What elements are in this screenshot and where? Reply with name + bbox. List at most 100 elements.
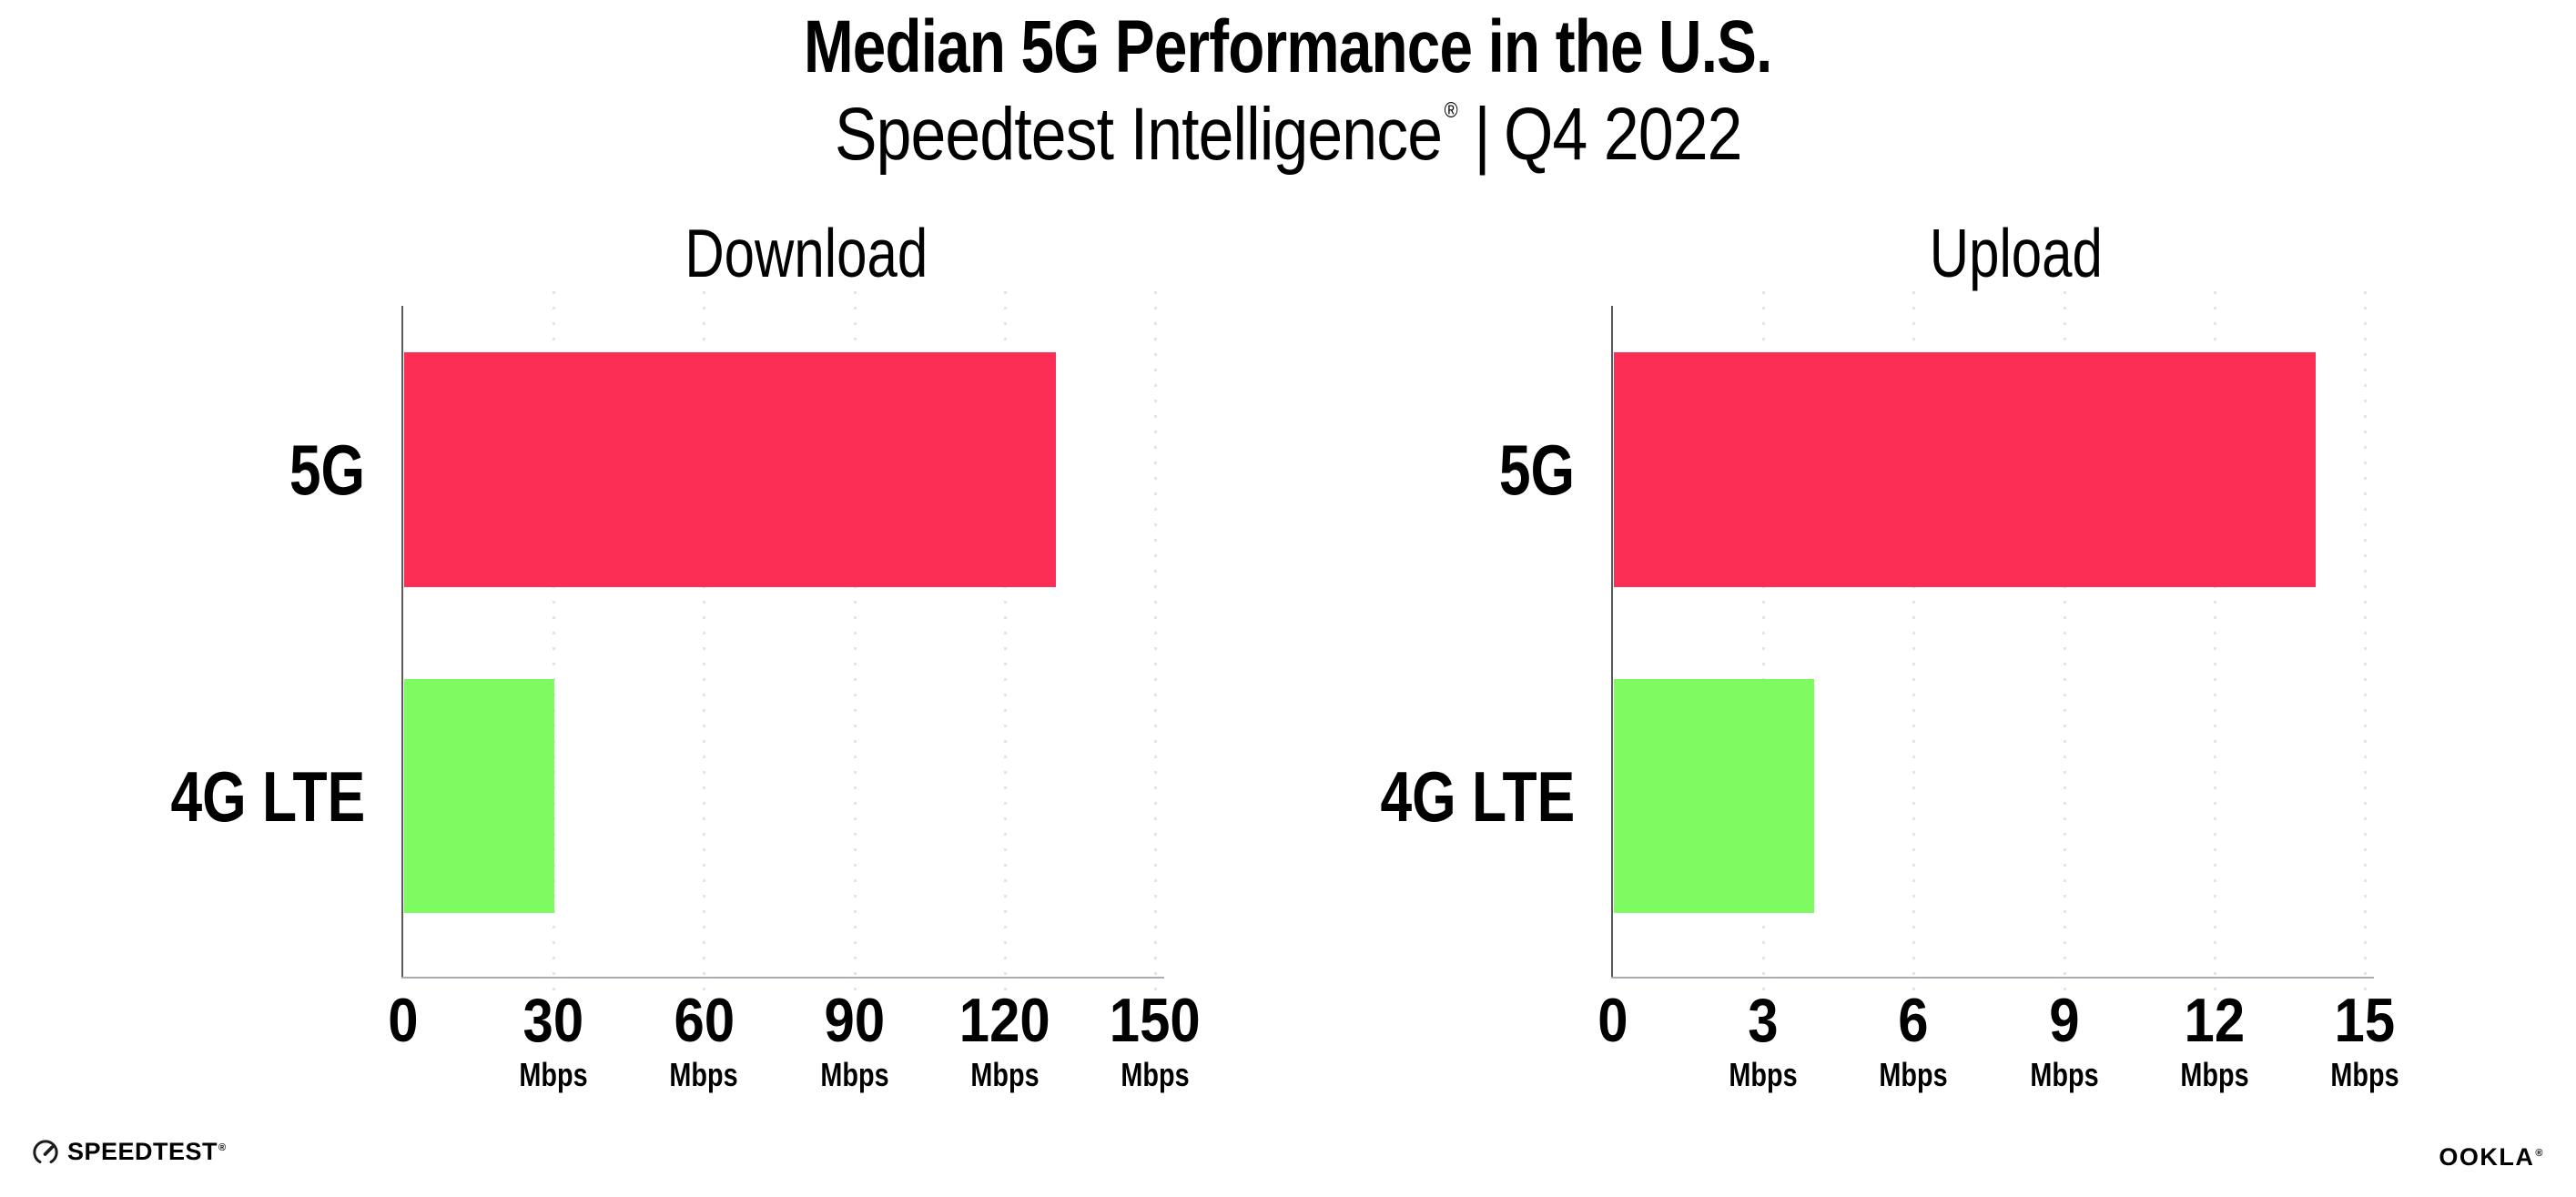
tick-number-text: 150	[1110, 986, 1201, 1055]
speedtest-registered-mark: ®	[218, 1142, 227, 1153]
page-subtitle: Speedtest Intelligence ® | Q4 2022	[0, 91, 2576, 197]
ookla-registered-mark: ®	[2535, 1148, 2544, 1159]
tick-unit-text: Mbps	[2330, 1056, 2399, 1093]
tick-unit-text: Mbps	[1879, 1056, 1948, 1093]
category-label: 5G	[65, 433, 365, 506]
tick-unit: Mbps	[1073, 1056, 1237, 1094]
tick-number-text: 120	[958, 986, 1050, 1055]
x-tick-label: 3 Mbps	[1681, 986, 1845, 1094]
tick-unit: Mbps	[1831, 1056, 1995, 1094]
tick-number-text: 0	[388, 986, 419, 1055]
tick-number: 60	[622, 986, 786, 1055]
gridline	[1762, 291, 1766, 993]
x-tick-label: 0	[321, 986, 485, 1055]
gridline	[2063, 291, 2066, 993]
tick-unit: Mbps	[2283, 1056, 2447, 1094]
x-tick-label: 9 Mbps	[1983, 986, 2146, 1094]
subtitle-period: Q4 2022	[1503, 93, 1742, 176]
subtitle-separator: |	[1474, 93, 1490, 176]
tick-unit: Mbps	[1983, 1056, 2146, 1094]
gridline	[553, 291, 556, 993]
x-tick-label: 0	[1531, 986, 1695, 1055]
tick-unit: Mbps	[923, 1056, 1087, 1094]
tick-number: 12	[2133, 986, 2297, 1055]
category-label-text: 5G	[1498, 430, 1575, 510]
tick-unit-text: Mbps	[1121, 1056, 1190, 1093]
tick-number: 0	[1531, 986, 1695, 1055]
tick-number-text: 0	[1597, 986, 1628, 1055]
tick-unit: Mbps	[472, 1056, 635, 1094]
page-title-text: Median 5G Performance in the U.S.	[804, 5, 1772, 88]
tick-unit-text: Mbps	[519, 1056, 588, 1093]
tick-unit-text: Mbps	[2180, 1056, 2249, 1093]
tick-number: 3	[1681, 986, 1845, 1055]
gridline	[2364, 291, 2367, 993]
tick-number: 150	[1073, 986, 1237, 1055]
tick-unit-text: Mbps	[1729, 1056, 1798, 1093]
speedtest-logo: SPEEDTEST®	[32, 1138, 227, 1166]
tick-number-text: 60	[674, 986, 735, 1055]
ookla-logo: OOKLA®	[2439, 1143, 2544, 1172]
x-tick-label: 150 Mbps	[1073, 986, 1237, 1094]
category-label: 4G LTE	[65, 760, 365, 833]
tick-unit: Mbps	[2133, 1056, 2297, 1094]
tick-unit-text: Mbps	[2029, 1056, 2099, 1093]
tick-number-text: 3	[1748, 986, 1779, 1055]
bar-5g	[1614, 352, 2316, 587]
tick-number-text: 9	[2048, 986, 2080, 1055]
x-tick-label: 12 Mbps	[2133, 986, 2297, 1094]
tick-unit-text: Mbps	[970, 1056, 1040, 1093]
x-tick-label: 6 Mbps	[1831, 986, 1995, 1094]
bar-5g	[404, 352, 1056, 587]
gridline	[1003, 291, 1007, 993]
tick-number-text: 12	[2184, 986, 2246, 1055]
tick-number-text: 30	[522, 986, 584, 1055]
category-label-text: 5G	[289, 430, 365, 510]
tick-number: 15	[2283, 986, 2447, 1055]
download-chart: Download 0 30 Mbps 60 Mbps 90 Mbps 120 Mbps 150 Mb…	[170, 217, 1201, 1093]
gridline	[1912, 291, 1916, 993]
category-label: 4G LTE	[1274, 760, 1575, 833]
x-tick-label: 120 Mbps	[923, 986, 1087, 1094]
tick-number: 30	[472, 986, 635, 1055]
tick-number-text: 15	[2334, 986, 2396, 1055]
tick-number: 120	[923, 986, 1087, 1055]
gridline	[853, 291, 857, 993]
x-tick-label: 60 Mbps	[622, 986, 786, 1094]
gridline	[703, 291, 706, 993]
upload-chart: Upload 0 3 Mbps 6 Mbps 9 Mbps 12 Mbps 15 Mbps 5G 4G …	[1380, 217, 2399, 1093]
tick-unit-text: Mbps	[669, 1056, 738, 1093]
tick-number: 0	[321, 986, 485, 1055]
category-label: 5G	[1274, 433, 1575, 506]
bar-4g-lte	[1614, 679, 1815, 913]
page-title: Median 5G Performance in the U.S.	[0, 5, 2576, 89]
x-tick-label: 30 Mbps	[472, 986, 635, 1094]
x-axis-line	[1611, 977, 2374, 979]
x-axis-line	[401, 977, 1164, 979]
tick-unit-text: Mbps	[819, 1056, 889, 1093]
gridline	[1154, 291, 1157, 993]
y-axis-line	[401, 306, 403, 979]
x-tick-label: 90 Mbps	[773, 986, 937, 1094]
subtitle-brand: Speedtest Intelligence	[834, 93, 1443, 176]
registered-trademark-icon: ®	[1444, 98, 1457, 123]
tick-number: 6	[1831, 986, 1995, 1055]
tick-number: 90	[773, 986, 937, 1055]
speedtest-wordmark: SPEEDTEST®	[67, 1138, 227, 1165]
bar-4g-lte	[404, 679, 555, 913]
tick-unit: Mbps	[622, 1056, 786, 1094]
tick-number-text: 6	[1898, 986, 1930, 1055]
category-label-text: 4G LTE	[170, 756, 365, 837]
tick-unit: Mbps	[773, 1056, 937, 1094]
speedtest-gauge-icon	[33, 1139, 58, 1163]
chart-title-download: Download	[685, 215, 928, 291]
tick-number: 9	[1983, 986, 2146, 1055]
category-label-text: 4G LTE	[1380, 756, 1575, 837]
ookla-wordmark: OOKLA	[2439, 1143, 2535, 1171]
gridline	[2213, 291, 2216, 993]
y-axis-line	[1611, 306, 1613, 979]
tick-unit: Mbps	[1681, 1056, 1845, 1094]
tick-number-text: 90	[824, 986, 885, 1055]
chart-title-upload: Upload	[1929, 215, 2104, 291]
